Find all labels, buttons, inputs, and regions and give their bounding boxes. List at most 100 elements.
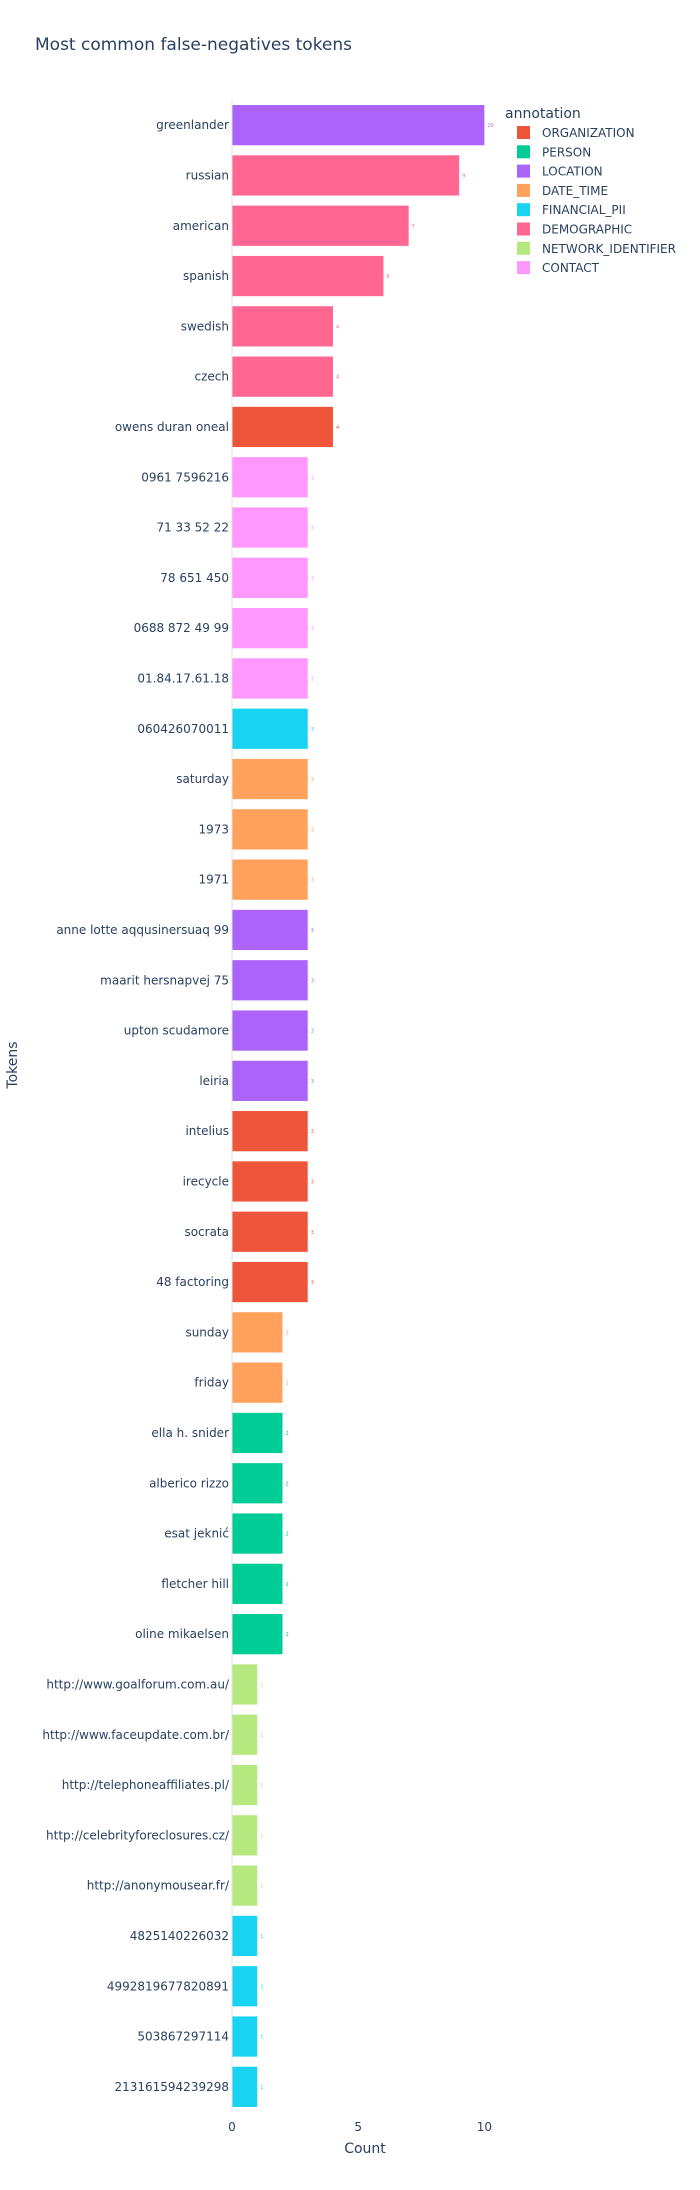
bar-value-label: 2 — [285, 1481, 288, 1487]
legend-label: NETWORK_IDENTIFIER — [542, 242, 676, 256]
bar-value-label: 1 — [260, 1934, 263, 1940]
x-axis-title: Count — [344, 2141, 386, 2157]
y-tick-label: 1971 — [198, 873, 229, 887]
bar-value-label: 3 — [311, 1079, 314, 1085]
bar — [232, 1764, 258, 1806]
y-tick-label: 213161594239298 — [114, 2080, 229, 2094]
bar-value-label: 3 — [311, 928, 314, 934]
bar — [232, 1111, 308, 1152]
y-tick-label: http://telephoneaffiliates.pl/ — [62, 1778, 230, 1792]
bar — [232, 1161, 308, 1202]
bar-value-label: 3 — [311, 1029, 314, 1035]
legend-swatch — [517, 164, 530, 178]
bar-value-label: 1 — [260, 1984, 263, 1990]
y-tick-label: esat jeknić — [164, 1527, 229, 1541]
y-axis-tick-labels: greenlander russian american spanish swedish… — [42, 118, 230, 2094]
bar-value-label: 2 — [285, 1582, 288, 1588]
bar — [232, 909, 308, 951]
bar-value-label: 1 — [260, 1682, 263, 1688]
bar — [232, 1815, 258, 1856]
bar-value-label: 1 — [260, 1833, 263, 1839]
bar — [232, 1513, 283, 1554]
y-tick-label: 060426070011 — [137, 722, 229, 736]
bar-value-label: 3 — [311, 526, 314, 532]
legend-label: DATE_TIME — [542, 184, 608, 198]
y-tick-label: fletcher hill — [161, 1577, 229, 1591]
bar-value-label: 10 — [487, 123, 493, 129]
y-tick-label: 48 factoring — [156, 1275, 229, 1289]
legend-swatch — [517, 203, 530, 217]
bar — [232, 406, 333, 448]
y-tick-label: http://anonymousear.fr/ — [87, 1879, 230, 1893]
bar — [232, 1915, 258, 1957]
bar-value-labels: 10 9 7 6 4 4 4 3 3 3 3 3 3 3 3 3 3 3 3 3 3 3 3 3 2 2 2 2 2 2 2 1 1 1 1 1 1 1 1… — [260, 123, 494, 2091]
y-tick-label: http://celebrityforeclosures.cz/ — [46, 1828, 230, 1842]
y-tick-label: maarit hersnapvej 75 — [100, 973, 229, 987]
bar — [232, 557, 308, 598]
bar-value-label: 2 — [285, 1532, 288, 1538]
bars — [232, 105, 485, 2107]
y-tick-label: http://www.goalforum.com.au/ — [46, 1677, 230, 1691]
y-tick-label: alberico rizzo — [149, 1476, 229, 1490]
y-tick-label: czech — [195, 370, 229, 384]
bar-value-label: 3 — [311, 777, 314, 783]
bar — [232, 960, 308, 1001]
bar-value-label: 9 — [462, 173, 465, 179]
bar-value-label: 7 — [412, 224, 415, 230]
y-tick-label: 78 651 450 — [160, 571, 229, 585]
legend-label: FINANCIAL_PII — [542, 203, 626, 217]
y-tick-label: 71 33 52 22 — [156, 521, 229, 535]
bar — [232, 507, 308, 548]
legend-swatch — [517, 222, 530, 236]
x-tick-label: 0 — [228, 2120, 236, 2134]
y-tick-label: sunday — [185, 1325, 229, 1339]
bar — [232, 1664, 258, 1705]
y-tick-label: 4992819677820891 — [107, 1979, 229, 1993]
y-tick-label: 503867297114 — [137, 2030, 229, 2044]
bar-value-label: 1 — [260, 2085, 263, 2091]
bar — [232, 658, 308, 699]
bar — [232, 1211, 308, 1252]
legend: annotation ORGANIZATION PERSON LOCATION DAT… — [505, 106, 676, 275]
y-tick-label: upton scudamore — [124, 1024, 229, 1038]
legend-label: LOCATION — [542, 165, 603, 179]
bar — [232, 1060, 308, 1101]
y-tick-label: swedish — [181, 319, 229, 333]
bar — [232, 859, 308, 900]
y-tick-label: greenlander — [156, 118, 229, 132]
bar-value-label: 3 — [311, 878, 314, 884]
bar-value-label: 4 — [336, 425, 339, 431]
bar-value-label: 3 — [311, 475, 314, 481]
bar-value-label: 3 — [311, 1280, 314, 1286]
chart-title: Most common false-negatives tokens — [35, 35, 352, 55]
bar — [232, 205, 409, 246]
bar-value-label: 1 — [260, 1884, 263, 1890]
bar-value-label: 4 — [336, 375, 339, 381]
y-tick-label: 4825140226032 — [130, 1929, 229, 1943]
legend-label: DEMOGRAPHIC — [542, 223, 632, 237]
bar-value-label: 4 — [336, 324, 339, 330]
x-axis-tick-labels: 0 5 10 — [228, 2120, 492, 2134]
bar-value-label: 2 — [285, 1330, 288, 1336]
y-tick-label: oline mikaelsen — [135, 1627, 229, 1641]
y-tick-label: 0961 7596216 — [141, 470, 229, 484]
legend-swatch — [517, 145, 530, 159]
legend-swatch — [517, 241, 530, 255]
bar-value-label: 2 — [285, 1381, 288, 1387]
legend-swatch — [517, 261, 530, 275]
bar-value-label: 3 — [311, 978, 314, 984]
bar-value-label: 1 — [260, 1783, 263, 1789]
bar-value-label: 1 — [260, 2035, 263, 2041]
legend-label: CONTACT — [542, 261, 600, 275]
bar — [232, 1966, 258, 2007]
bar-value-label: 6 — [386, 274, 389, 280]
y-tick-label: american — [173, 219, 229, 233]
bar — [232, 1463, 283, 1504]
y-tick-label: russian — [186, 168, 229, 182]
bar — [232, 1010, 308, 1051]
x-tick-label: 10 — [477, 2120, 492, 2134]
bar-value-label: 3 — [311, 576, 314, 582]
bar — [232, 2066, 258, 2107]
legend-items: ORGANIZATION PERSON LOCATION DATE_TIME FINAN… — [517, 126, 676, 275]
y-tick-label: leiria — [199, 1074, 229, 1088]
